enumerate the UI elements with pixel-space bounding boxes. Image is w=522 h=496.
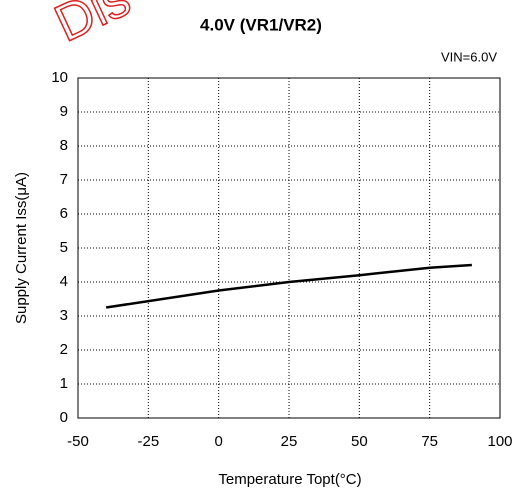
chart-title: 4.0V (VR1/VR2) <box>200 15 322 34</box>
y-tick-label: 0 <box>60 409 68 426</box>
x-tick-label: -50 <box>67 433 89 450</box>
x-tick-label: 50 <box>351 433 368 450</box>
y-tick-label: 3 <box>60 307 68 324</box>
data-line <box>105 263 472 309</box>
y-tick-label: 7 <box>60 171 68 188</box>
plot-frame <box>77 77 501 419</box>
x-tick-label: 0 <box>214 433 222 450</box>
y-tick-label: 8 <box>60 137 68 154</box>
y-tick-label: 6 <box>60 205 68 222</box>
x-tick-label: 25 <box>281 433 298 450</box>
y-tick-label: 9 <box>60 103 68 120</box>
y-tick-label: 10 <box>51 69 68 86</box>
y-tick-label: 5 <box>60 239 68 256</box>
x-tick-label: 100 <box>487 433 512 450</box>
y-tick-label: 1 <box>60 375 68 392</box>
x-tick-label: -25 <box>137 433 159 450</box>
x-tick-label: 75 <box>421 433 438 450</box>
annotation: VIN=6.0V <box>441 49 497 64</box>
y-tick-label: 4 <box>60 273 68 290</box>
watermark: Dis <box>46 0 139 53</box>
y-axis-label: Supply Current Iss(μA) <box>13 172 30 324</box>
x-axis-label: Temperature Topt(°C) <box>218 471 361 488</box>
y-tick-label: 2 <box>60 341 68 358</box>
